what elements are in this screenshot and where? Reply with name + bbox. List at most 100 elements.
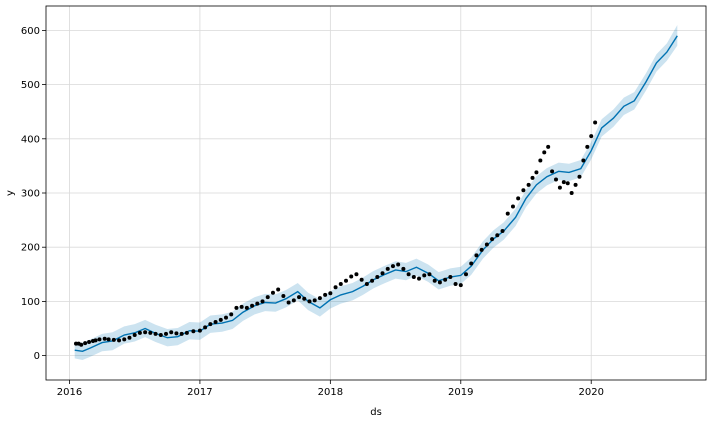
y-tick-label: 500 [21,80,40,91]
observed-point [328,291,333,296]
observed-point [153,331,158,336]
observed-points-layer [74,120,598,347]
y-tick-label: 100 [21,297,40,308]
y-tick-label: 400 [21,134,40,145]
observed-point [349,274,354,279]
y-axis-ticks: 0 100 200 300 400 500 600 [21,26,46,362]
x-tick-label: 2018 [318,387,343,398]
observed-point [565,181,570,186]
observed-point [244,305,249,310]
observed-point [593,120,598,125]
observed-point [474,253,479,258]
observed-point [417,276,422,281]
observed-point [255,301,260,306]
y-tick-label: 600 [21,26,40,37]
observed-point [302,296,307,301]
y-tick-label: 0 [34,351,40,362]
observed-point [453,282,458,287]
observed-point [448,275,453,280]
observed-point [208,322,213,327]
observed-point [224,315,228,320]
observed-point [317,296,322,301]
observed-point [359,277,364,282]
observed-point [443,277,448,282]
observed-point [542,150,547,155]
observed-point [265,295,270,300]
observed-point [323,292,328,297]
observed-point [270,290,275,295]
x-axis-ticks: 2016 2017 2018 2019 2020 [57,380,604,398]
observed-point [297,295,302,300]
observed-point [83,341,88,346]
observed-point [432,278,437,283]
x-tick-label: 2019 [448,387,473,398]
observed-point [122,337,127,342]
observed-point [229,312,234,317]
observed-point [458,283,463,288]
y-axis-label: y [5,190,16,196]
observed-point [203,325,208,330]
observed-point [437,280,442,285]
observed-point [550,169,555,174]
observed-point [184,330,189,335]
observed-point [516,196,521,201]
observed-point [291,298,296,303]
observed-point [197,328,202,333]
observed-point [406,272,411,277]
observed-point [479,247,484,252]
observed-point [505,211,510,216]
observed-point [117,338,122,343]
observed-point [333,285,338,290]
observed-point [510,204,515,209]
y-tick-label: 300 [21,189,40,200]
observed-point [526,182,531,187]
observed-point [179,331,184,336]
observed-point [97,337,102,342]
x-tick-label: 2020 [578,387,603,398]
observed-point [87,340,92,345]
observed-point [546,144,551,149]
observed-point [158,333,163,338]
observed-point [385,266,390,271]
observed-point [422,273,427,278]
observed-point [239,304,244,309]
observed-point [585,144,590,149]
observed-point [344,278,348,283]
observed-point [484,242,489,247]
observed-point [312,298,317,303]
observed-point [307,299,312,304]
observed-point [469,261,474,266]
y-tick-label: 200 [21,243,40,254]
uncertainty-band-layer [74,24,678,360]
observed-point [234,305,239,310]
observed-point [569,191,574,195]
observed-point [530,175,535,180]
observed-point [380,271,385,276]
observed-point [557,185,562,190]
observed-point [148,330,153,335]
observed-point [93,338,98,343]
observed-point [106,337,111,342]
observed-point [143,330,148,335]
observed-point [396,262,401,267]
observed-point [164,331,168,336]
observed-point [589,134,594,139]
observed-point [354,272,359,277]
observed-point [281,293,286,298]
observed-point [127,335,132,340]
observed-point [79,342,84,347]
observed-point [370,278,375,283]
observed-point [534,170,539,175]
observed-point [411,275,416,280]
observed-point [554,177,558,182]
uncertainty-band [74,24,678,360]
observed-point [174,331,179,336]
observed-point [577,174,582,179]
observed-point [464,272,468,277]
observed-point [490,237,495,242]
observed-point [561,180,566,185]
observed-point [521,188,526,193]
x-tick-label: 2017 [187,387,212,398]
